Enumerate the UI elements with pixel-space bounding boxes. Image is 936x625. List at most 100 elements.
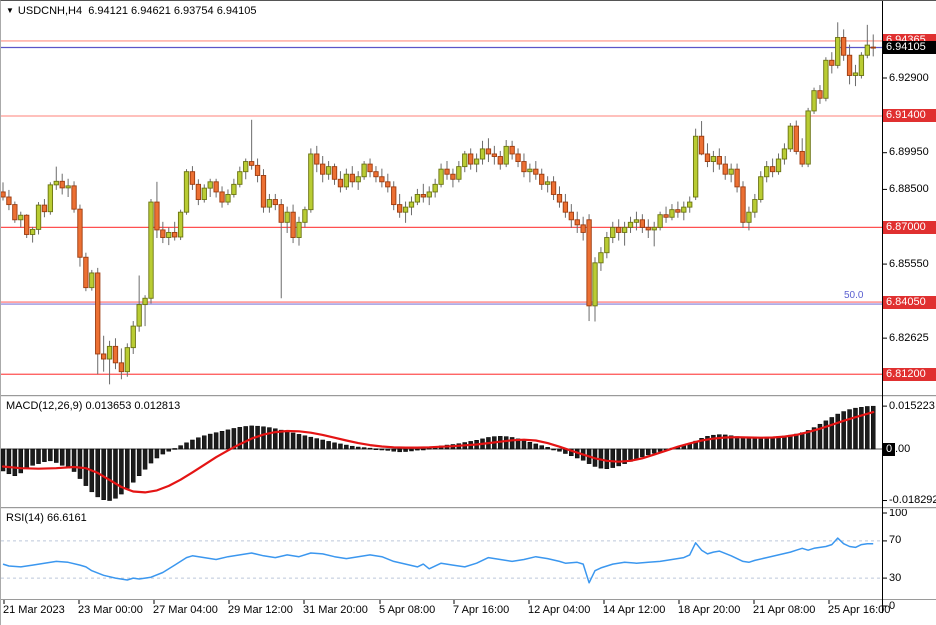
candle-bear: [556, 194, 563, 203]
candle-bull: [858, 54, 865, 76]
time-axis-label: 5 Apr 08:00: [379, 604, 436, 616]
candle-bull: [266, 199, 273, 208]
candle-bear: [722, 163, 728, 175]
candle-bull: [53, 180, 59, 186]
macd-histogram-bar: [870, 405, 876, 450]
candle-bear: [189, 171, 196, 185]
candle-bull: [758, 176, 764, 200]
candle-bull: [805, 110, 811, 165]
chart-title: ▼ USDCNH,H4 6.94121 6.94621 6.93754 6.941…: [6, 5, 256, 17]
macd-histogram-bar: [344, 444, 349, 450]
candle-bull: [142, 297, 148, 306]
candle-bear: [817, 90, 823, 99]
symbol-marker-icon: ▼: [6, 6, 14, 15]
candle-bull: [402, 206, 409, 213]
candle-bear: [698, 135, 705, 155]
candle-bear: [497, 156, 503, 165]
candle-bull: [669, 209, 675, 218]
candle-bear: [846, 54, 853, 76]
macd-histogram-bar: [278, 429, 284, 450]
time-axis-label: 29 Mar 12:00: [228, 604, 293, 616]
macd-histogram-bar: [314, 438, 320, 450]
macd-histogram-bar: [77, 448, 83, 479]
macd-histogram-bar: [859, 407, 864, 450]
candle-bull: [592, 262, 598, 307]
candle-bull: [177, 211, 184, 238]
macd-histogram-bar: [231, 428, 237, 450]
macd-histogram-bar: [59, 448, 65, 466]
macd-histogram-bar: [36, 448, 41, 464]
price-axis-label: 6.92900: [889, 71, 929, 84]
fib-50-label: 50.0: [844, 290, 864, 302]
candle-bear: [83, 256, 89, 289]
price-axis-label: 6.89950: [889, 146, 929, 159]
candle-bull: [166, 231, 172, 238]
macd-histogram-bar: [190, 439, 195, 450]
candle-bull: [621, 226, 628, 233]
macd-histogram-bar: [367, 447, 373, 450]
macd-histogram-bar: [113, 448, 118, 499]
candle-bull: [432, 183, 438, 193]
macd-histogram-bar: [865, 406, 870, 450]
macd-histogram-bar: [829, 417, 835, 450]
macd-histogram-bar: [823, 420, 829, 450]
candle-bear: [568, 211, 574, 221]
macd-histogram-bar: [551, 448, 556, 451]
candle-bear: [367, 163, 373, 173]
macd-histogram-bar: [794, 433, 799, 450]
macd-histogram-bar: [397, 448, 402, 453]
candle-bear: [100, 353, 107, 360]
macd-histogram-bar: [178, 445, 183, 450]
candle-bear: [118, 362, 125, 373]
panel-separator[interactable]: [1, 507, 936, 508]
macd-histogram-bar: [758, 438, 764, 450]
candle-bear: [373, 171, 379, 178]
candle-bear: [580, 224, 586, 233]
panel-separator-highlight: [1, 508, 936, 509]
candle-bull: [136, 304, 142, 327]
macd-histogram-bar: [130, 448, 136, 483]
candle-bear: [704, 153, 711, 163]
macd-histogram-bar: [107, 448, 112, 501]
candle-bear: [248, 161, 255, 166]
candle-bear: [509, 145, 515, 155]
panel-separator[interactable]: [1, 395, 936, 396]
candle-bull: [426, 191, 432, 198]
macd-histogram-bar: [817, 423, 823, 450]
candle-bear: [533, 168, 539, 175]
candle-bear: [337, 178, 344, 188]
candle-bear: [160, 229, 166, 238]
macd-histogram-bar: [308, 436, 314, 450]
macd-histogram-bar: [361, 447, 367, 450]
macd-histogram-bar: [213, 432, 219, 450]
candle-bull: [18, 214, 24, 221]
candle-bull: [657, 214, 663, 228]
macd-histogram-bar: [722, 434, 728, 450]
candle-bull: [864, 44, 870, 56]
candle-bull: [752, 199, 758, 213]
candle-bear: [272, 199, 278, 206]
ohlc-readout: 6.94121 6.94621 6.93754 6.94105: [88, 5, 257, 17]
macd-histogram-bar: [711, 434, 716, 450]
macd-histogram-bar: [728, 435, 734, 450]
candle-bear: [740, 186, 746, 223]
candle-bear: [734, 168, 740, 188]
macd-histogram-bar: [752, 438, 758, 450]
current-price-tag: 6.94105: [883, 41, 936, 54]
macd-histogram-bar: [172, 448, 177, 450]
candle-bull: [681, 206, 687, 213]
candle-bear: [77, 208, 83, 258]
candle-bull: [231, 183, 237, 195]
candle-bull: [284, 211, 290, 223]
candle-bear: [219, 191, 225, 203]
macd-histogram-bar: [350, 445, 355, 450]
time-axis-label: 21 Apr 08:00: [753, 604, 816, 616]
candle-bear: [278, 204, 284, 223]
macd-histogram-bar: [604, 448, 610, 469]
macd-histogram-bar: [634, 448, 639, 460]
macd-histogram-bar: [391, 448, 396, 452]
candle-bull: [361, 163, 367, 178]
macd-histogram-bar: [237, 427, 243, 450]
